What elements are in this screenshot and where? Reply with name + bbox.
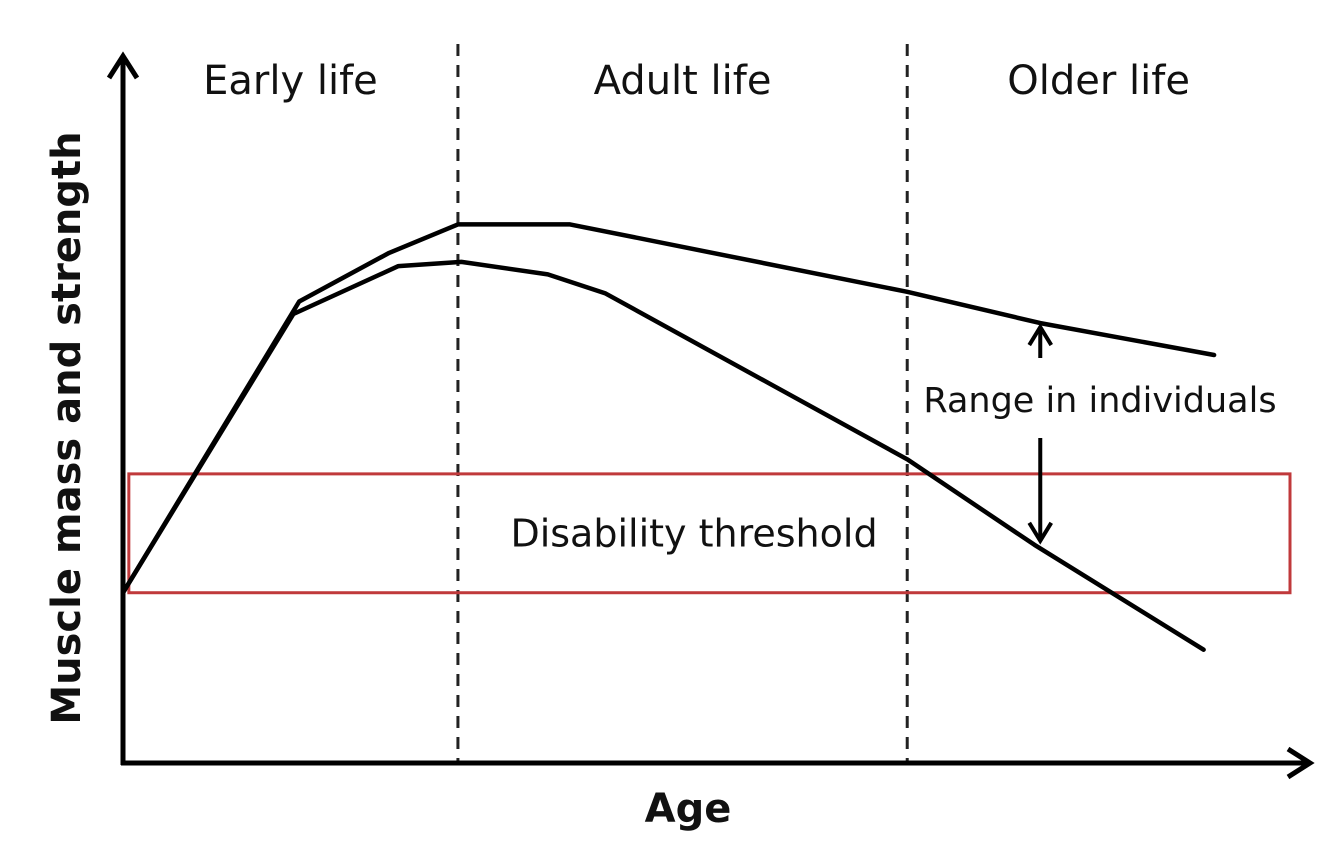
y-axis-title: Muscle mass and strength [44,131,90,724]
stage-dividers [456,44,909,763]
x-axis-title: Age [645,786,732,832]
x-axis-arrow-icon [1286,746,1315,780]
range-label: Range in individuals [923,381,1276,421]
series-line-1 [120,222,1217,595]
range-annotation: Range in individuals [923,323,1277,545]
arrow-up-head-icon [1027,323,1053,347]
arrow-down-head-icon [1027,521,1053,545]
axes [106,51,1315,780]
y-axis-arrow-icon [106,51,140,80]
threshold-band-label: Disability threshold [510,511,877,555]
series-group [120,222,1217,652]
series-line-2 [120,259,1206,652]
threshold-band-group [127,472,1292,595]
stage-labels: Early life Adult life Older life [203,58,1190,104]
stage-label-3: Older life [1007,58,1190,104]
stage-label-1: Early life [203,58,378,104]
threshold-band [127,472,1292,595]
stage-label-2: Adult life [594,58,772,104]
